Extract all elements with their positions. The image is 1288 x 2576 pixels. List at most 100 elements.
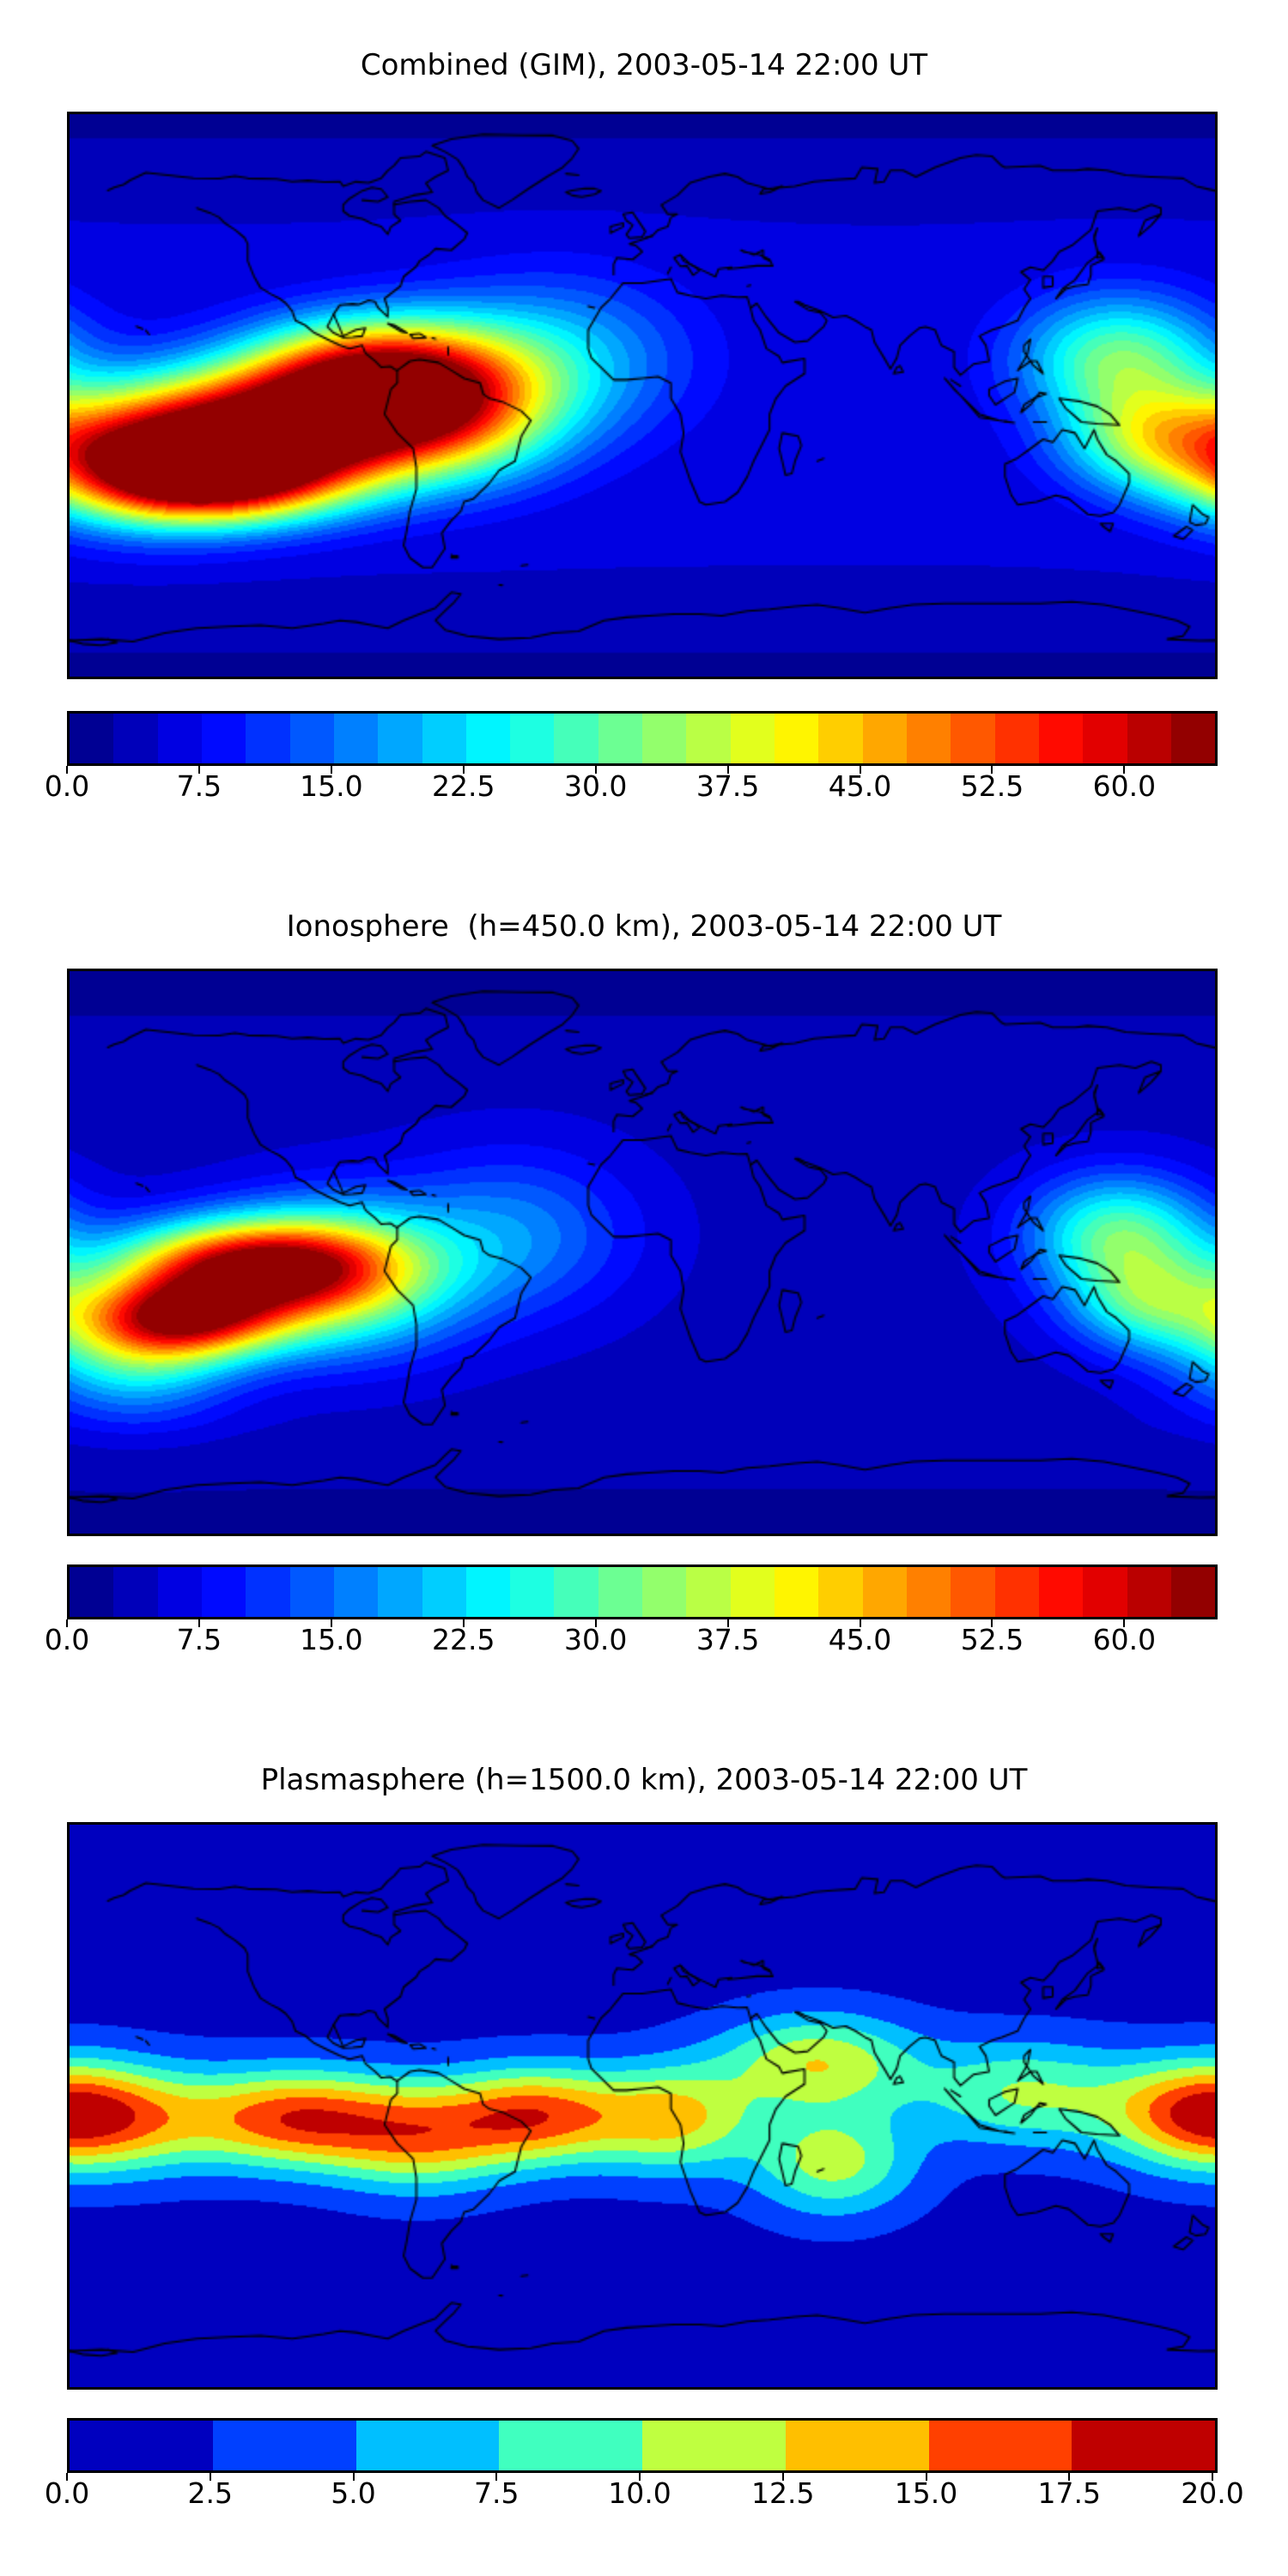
- colorbar-ticks-plasmasphere: 0.0 2.5 5.0 7.5 10.0 12.5 15.0 17.5 20.0: [45, 2473, 1244, 2516]
- colorbar-band: [333, 1567, 379, 1617]
- panel-title-ionosphere: Ionosphere (h=450.0 km), 2003-05-14 22:0…: [286, 909, 1002, 944]
- colorbar-tickmark: [859, 1619, 861, 1627]
- map-canvas-combined: [70, 114, 1215, 677]
- colorbar-tickmark: [726, 766, 729, 774]
- colorbar-band: [686, 714, 731, 763]
- colorbar-band: [246, 714, 290, 763]
- colorbar-combined: 0.0 7.5 15.0 22.5 30.0 37.5 45.0 52.5 60.0: [45, 711, 1218, 809]
- colorbar-tickmark: [925, 2473, 927, 2481]
- colorbar-band: [157, 1567, 202, 1617]
- colorbar-band: [499, 2421, 642, 2470]
- colorbar-tick-label: 45.0: [828, 769, 892, 803]
- colorbar-tickmark: [859, 766, 861, 774]
- colorbar-band: [246, 1567, 290, 1617]
- colorbar-band: [994, 1567, 1039, 1617]
- colorbar-ticks-ionosphere: 0.0 7.5 15.0 22.5 30.0 37.5 45.0 52.5 60.0: [45, 1619, 1215, 1662]
- colorbar-band: [642, 714, 687, 763]
- colorbar-band: [994, 714, 1039, 763]
- colorbar-band: [289, 1567, 334, 1617]
- colorbar-band: [113, 1567, 158, 1617]
- colorbar-tickmark: [991, 1619, 993, 1627]
- colorbar-tick-label: 60.0: [1092, 1623, 1157, 1656]
- colorbar-band: [1127, 1567, 1171, 1617]
- colorbar-tick-label: 2.5: [187, 2476, 233, 2510]
- colorbar-tickmark: [1212, 2473, 1213, 2481]
- colorbar-band: [1170, 714, 1215, 763]
- colorbar-band: [554, 1567, 598, 1617]
- colorbar-band: [70, 1567, 114, 1617]
- map-combined: [67, 112, 1218, 679]
- colorbar-band: [906, 714, 951, 763]
- colorbar-band: [951, 1567, 995, 1617]
- colorbar-tick-label: 15.0: [300, 1623, 363, 1656]
- colorbar-band: [1038, 714, 1084, 763]
- colorbar-band: [1127, 714, 1171, 763]
- colorbar-tickmark: [197, 766, 200, 774]
- colorbar-band: [598, 1567, 643, 1617]
- colorbar-tickmark: [1123, 1619, 1126, 1627]
- colorbar-band: [785, 2421, 929, 2470]
- colorbar-band: [510, 1567, 555, 1617]
- colorbar-band: [510, 714, 555, 763]
- colorbar-band: [70, 714, 114, 763]
- colorbar-tickmark: [462, 766, 465, 774]
- map-plasmasphere: [67, 1822, 1218, 2390]
- colorbar-band: [686, 1567, 731, 1617]
- colorbar-band: [201, 1567, 246, 1617]
- colorbar-tickmark: [330, 766, 332, 774]
- colorbar-band: [70, 2421, 213, 2470]
- colorbar-band: [928, 2421, 1072, 2470]
- colorbar-tickmark: [594, 766, 597, 774]
- colorbar-band: [1072, 2421, 1215, 2470]
- colorbar-tickmark: [197, 1619, 200, 1627]
- colorbar-tick-label: 10.0: [608, 2476, 671, 2510]
- colorbar-tick-label: 12.5: [751, 2476, 815, 2510]
- colorbar-tick-label: 30.0: [563, 1623, 628, 1656]
- colorbar-tick-label: 15.0: [300, 769, 363, 803]
- colorbar-tickmark: [639, 2473, 641, 2481]
- colorbar-ticks-combined: 0.0 7.5 15.0 22.5 30.0 37.5 45.0 52.5 60.0: [45, 766, 1215, 809]
- colorbar-band: [1038, 1567, 1084, 1617]
- colorbar-band: [212, 2421, 356, 2470]
- panel-title-combined: Combined (GIM), 2003-05-14 22:00 UT: [360, 48, 928, 82]
- colorbar-band: [642, 2421, 786, 2470]
- colorbar-band: [157, 714, 202, 763]
- colorbar-tick-label: 15.0: [894, 2476, 958, 2510]
- colorbar-strip-plasmasphere: [67, 2418, 1218, 2473]
- map-canvas-plasmasphere: [70, 1825, 1215, 2387]
- colorbar-band: [355, 2421, 500, 2470]
- colorbar-tick-label: 22.5: [432, 1623, 495, 1656]
- colorbar-band: [378, 714, 422, 763]
- colorbar-tickmark: [66, 2473, 68, 2481]
- colorbar-band: [422, 714, 466, 763]
- colorbar-tickmark: [594, 1619, 597, 1627]
- colorbar-tickmark: [330, 1619, 332, 1627]
- colorbar-tick-label: 30.0: [563, 769, 628, 803]
- colorbar-band: [201, 714, 246, 763]
- colorbar-tickmark: [1068, 2473, 1071, 2481]
- colorbar-band: [554, 714, 598, 763]
- colorbar-band: [465, 714, 511, 763]
- colorbar-tickmark: [495, 2473, 498, 2481]
- colorbar-ionosphere: 0.0 7.5 15.0 22.5 30.0 37.5 45.0 52.5 60.0: [45, 1564, 1218, 1662]
- colorbar-band: [818, 714, 863, 763]
- colorbar-tick-label: 7.5: [176, 769, 222, 803]
- colorbar-tickmark: [726, 1619, 729, 1627]
- colorbar-tick-label: 45.0: [828, 1623, 892, 1656]
- map-canvas-ionosphere: [70, 971, 1215, 1534]
- colorbar-band: [730, 1567, 775, 1617]
- colorbar-tick-label: 37.5: [696, 769, 760, 803]
- colorbar-tick-label: 22.5: [432, 769, 495, 803]
- colorbar-tick-label: 0.0: [44, 1623, 90, 1656]
- colorbar-band: [862, 1567, 907, 1617]
- colorbar-strip-ionosphere: [67, 1564, 1218, 1619]
- colorbar-band: [775, 1567, 819, 1617]
- colorbar-band: [1170, 1567, 1215, 1617]
- colorbar-tickmark: [781, 2473, 784, 2481]
- colorbar-band: [1083, 714, 1127, 763]
- colorbar-band: [378, 1567, 422, 1617]
- colorbar-tickmark: [66, 766, 68, 774]
- colorbar-tickmark: [352, 2473, 355, 2481]
- colorbar-band: [775, 714, 819, 763]
